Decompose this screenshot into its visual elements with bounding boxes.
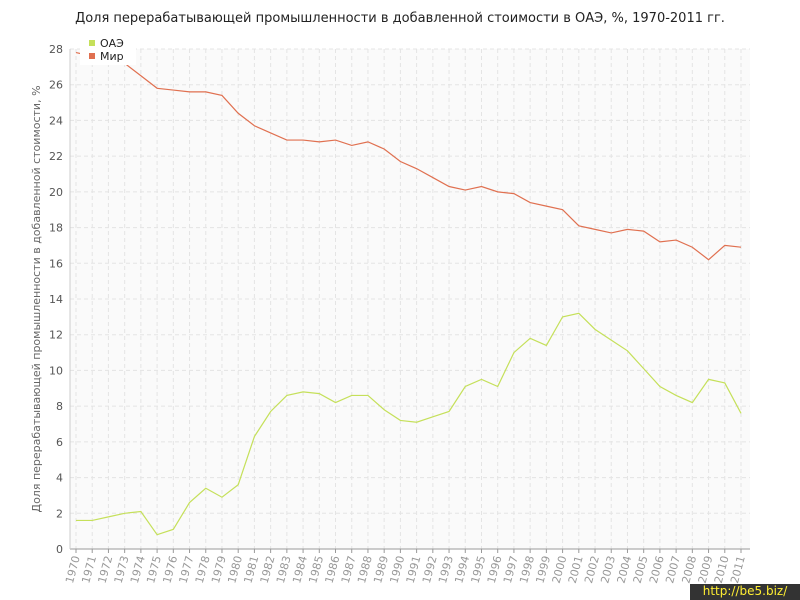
- y-tick-label: 14: [49, 293, 63, 306]
- y-tick-label: 6: [56, 436, 63, 449]
- legend-swatch: [89, 40, 95, 46]
- legend-label: Мир: [100, 50, 124, 63]
- y-tick-label: 2: [56, 507, 63, 520]
- y-tick-label: 0: [56, 543, 63, 556]
- legend-swatch: [89, 53, 95, 59]
- y-tick-label: 4: [56, 472, 63, 485]
- series-line: [76, 312, 742, 536]
- y-tick-label: 26: [49, 79, 63, 92]
- grid: [70, 48, 750, 550]
- y-tick-label: 12: [49, 329, 63, 342]
- y-tick-label: 16: [49, 257, 63, 270]
- y-tick-label: 22: [49, 150, 63, 163]
- legend-bg: [80, 33, 136, 65]
- lines: [75, 51, 742, 536]
- y-tick-label: 28: [49, 43, 63, 56]
- watermark-bg: [690, 584, 800, 600]
- y-tick-label: 10: [49, 364, 63, 377]
- legend-label: ОАЭ: [100, 37, 124, 50]
- chart-title: Доля перерабатывающей промышленности в д…: [75, 11, 725, 26]
- y-tick-label: 20: [49, 186, 63, 199]
- y-axis-label: Доля перерабатывающей промышленности в д…: [30, 85, 43, 512]
- watermark: http://be5.biz/: [703, 584, 788, 598]
- y-tick-label: 24: [49, 114, 63, 127]
- y-tick-label: 18: [49, 222, 63, 235]
- series-line: [75, 51, 742, 261]
- y-tick-label: 8: [56, 400, 63, 413]
